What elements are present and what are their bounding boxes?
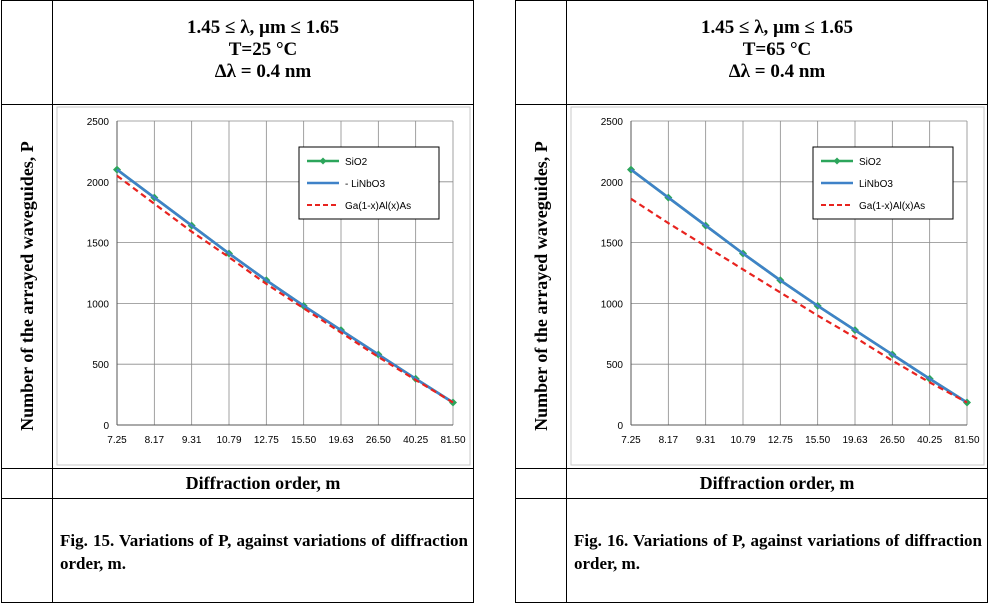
x-tick-label: 10.79 <box>730 435 755 446</box>
row-divider <box>2 104 473 105</box>
row-divider <box>516 104 987 105</box>
x-tick-label: 19.63 <box>328 435 353 446</box>
x-tick-label: 81.50 <box>954 435 979 446</box>
x-tick-label: 81.50 <box>440 435 465 446</box>
legend-marker <box>833 157 841 165</box>
y-tick-label: 1000 <box>601 299 624 310</box>
chart-area: 0 500 1000 1500 2000 2500 7.25 8.17 9.31 10.79 12.… <box>569 105 986 467</box>
x-tick-label: 8.17 <box>659 435 679 446</box>
wavelength-range: 1.45 ≤ λ, µm ≤ 1.65 <box>187 17 339 38</box>
y-tick-label: 0 <box>617 421 623 432</box>
series-line <box>116 168 454 404</box>
x-tick-label: 7.25 <box>621 435 641 446</box>
x-tick-label: 9.31 <box>696 435 716 446</box>
x-axis-label: Diffraction order, m <box>185 473 341 493</box>
series-line <box>116 174 454 404</box>
x-axis-label: Diffraction order, m <box>699 473 855 493</box>
legend-label: - LiNbO3 <box>345 179 385 190</box>
legend-label: SiO2 <box>859 157 882 168</box>
x-tick-label: 10.79 <box>216 435 241 446</box>
figure-caption: Fig. 16. Variations of P, against variat… <box>574 531 982 573</box>
chart-area: 0 500 1000 1500 2000 2500 7.25 8.17 9.31 10.79 12.… <box>55 105 472 467</box>
x-tick-label: 40.25 <box>403 435 428 446</box>
x-tick-label: 8.17 <box>145 435 165 446</box>
x-tick-label: 9.31 <box>182 435 202 446</box>
y-tick-label: 2500 <box>601 117 624 128</box>
conditions-block: 1.45 ≤ λ, µm ≤ 1.65 T=25 °C Δλ = 0.4 nm <box>53 17 473 83</box>
row-divider <box>2 468 473 469</box>
column-divider <box>52 1 53 602</box>
y-tick-label: 1000 <box>87 299 110 310</box>
conditions-block: 1.45 ≤ λ, µm ≤ 1.65 T=65 °C Δλ = 0.4 nm <box>567 17 987 83</box>
y-tick-label: 500 <box>606 360 623 371</box>
column-divider <box>566 1 567 602</box>
row-divider <box>516 498 987 499</box>
y-tick-label: 2500 <box>87 117 110 128</box>
series-line <box>630 168 968 404</box>
x-tick-label: 15.50 <box>291 435 316 446</box>
x-tick-label: 26.50 <box>880 435 905 446</box>
x-tick-label: 40.25 <box>917 435 942 446</box>
wavelength-range: 1.45 ≤ λ, µm ≤ 1.65 <box>701 17 853 38</box>
legend-label: LiNbO3 <box>859 179 893 190</box>
line-chart: 0 500 1000 1500 2000 2500 7.25 8.17 9.31 10.79 12.… <box>56 106 471 466</box>
row-divider <box>516 468 987 469</box>
y-axis-label: Number of the arrayed waveguides, P <box>17 141 37 431</box>
line-chart: 0 500 1000 1500 2000 2500 7.25 8.17 9.31 10.79 12.… <box>570 106 985 466</box>
legend-label: Ga(1-x)Al(x)As <box>859 201 925 212</box>
x-tick-label: 12.75 <box>254 435 279 446</box>
temperature: T=25 °C <box>228 39 298 60</box>
row-divider <box>2 498 473 499</box>
temperature: T=65 °C <box>742 39 812 60</box>
y-tick-label: 0 <box>103 421 109 432</box>
y-tick-label: 500 <box>92 360 109 371</box>
legend-label: SiO2 <box>345 157 368 168</box>
legend-label: Ga(1-x)Al(x)As <box>345 201 411 212</box>
x-tick-label: 26.50 <box>366 435 391 446</box>
x-tick-label: 12.75 <box>768 435 793 446</box>
figure-15-panel: 1.45 ≤ λ, µm ≤ 1.65 T=25 °C Δλ = 0.4 nm … <box>1 0 474 603</box>
legend-marker <box>319 157 327 165</box>
x-tick-label: 19.63 <box>842 435 867 446</box>
x-tick-label: 7.25 <box>107 435 127 446</box>
channel-spacing: Δλ = 0.4 nm <box>214 61 312 82</box>
channel-spacing: Δλ = 0.4 nm <box>728 61 826 82</box>
x-tick-label: 15.50 <box>805 435 830 446</box>
y-tick-label: 1500 <box>87 239 110 250</box>
y-tick-label: 2000 <box>601 178 624 189</box>
figure-16-panel: 1.45 ≤ λ, µm ≤ 1.65 T=65 °C Δλ = 0.4 nm … <box>515 0 988 603</box>
y-axis-label: Number of the arrayed waveguides, P <box>531 141 551 431</box>
y-tick-label: 1500 <box>601 239 624 250</box>
y-tick-label: 2000 <box>87 178 110 189</box>
figure-caption: Fig. 15. Variations of P, against variat… <box>60 531 468 573</box>
